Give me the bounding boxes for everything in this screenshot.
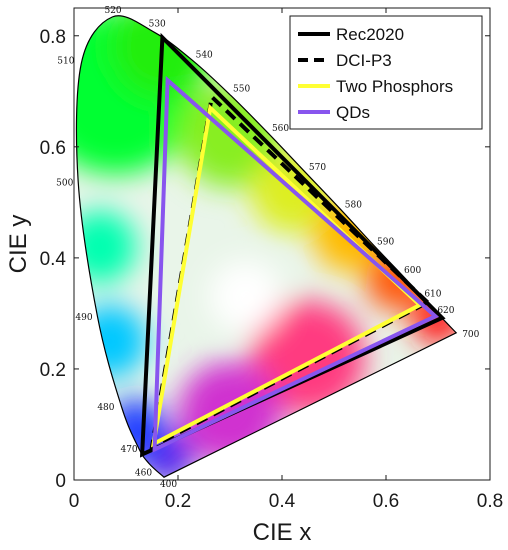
- wavelength-label-590: 590: [377, 238, 394, 248]
- y-tick-label: 0.2: [40, 360, 66, 381]
- y-axis-label: CIE y: [5, 215, 32, 274]
- legend: Rec2020 DCI-P3 Two Phosphors QDs: [289, 15, 483, 130]
- y-tick-label: 0.8: [40, 27, 66, 48]
- wavelength-label-520: 520: [104, 6, 121, 16]
- legend-label: QDs: [336, 103, 370, 122]
- y-tick-label: 0.6: [40, 138, 66, 159]
- wavelength-label-700: 700: [462, 330, 479, 340]
- gamut-two-phosphors: [150, 103, 424, 448]
- wavelength-labels: 400 460 470 480 490 500 510 520 530 540 550 560 570 5…: [56, 6, 479, 490]
- legend-label: DCI-P3: [336, 51, 392, 70]
- x-tick-label: 0.8: [477, 491, 503, 512]
- wavelength-label-620: 620: [437, 306, 454, 316]
- wavelength-label-490: 490: [75, 313, 92, 323]
- wavelength-label-550: 550: [233, 85, 250, 95]
- wavelength-label-460: 460: [135, 468, 152, 478]
- wavelength-label-560: 560: [272, 124, 289, 134]
- gamut-triangles: [139, 32, 446, 458]
- y-axis-ticks: 0 0.2 0.4 0.6 0.8: [40, 27, 490, 492]
- y-tick-label: 0.4: [40, 249, 67, 270]
- wavelength-label-400: 400: [160, 480, 177, 490]
- x-tick-label: 0: [69, 491, 80, 512]
- wavelength-label-610: 610: [424, 290, 441, 300]
- gamut-qds: [152, 75, 439, 453]
- x-axis-ticks: 0 0.2 0.4 0.6 0.8: [69, 8, 503, 512]
- x-tick-label: 0.2: [165, 491, 191, 512]
- wavelength-label-470: 470: [120, 445, 137, 455]
- wavelength-label-500: 500: [56, 178, 73, 188]
- x-tick-label: 0.4: [269, 491, 296, 512]
- y-tick-label: 0: [55, 471, 66, 492]
- wavelength-label-510: 510: [57, 57, 74, 67]
- x-axis-label: CIE x: [253, 519, 312, 546]
- wavelength-label-600: 600: [404, 266, 421, 276]
- legend-label: Rec2020: [336, 25, 404, 44]
- wavelength-label-570: 570: [309, 163, 326, 173]
- x-tick-label: 0.6: [373, 491, 399, 512]
- wavelength-label-530: 530: [149, 19, 166, 29]
- legend-label: Two Phosphors: [336, 77, 453, 96]
- wavelength-label-480: 480: [97, 403, 114, 413]
- wavelength-label-580: 580: [345, 201, 362, 211]
- wavelength-label-540: 540: [196, 50, 213, 60]
